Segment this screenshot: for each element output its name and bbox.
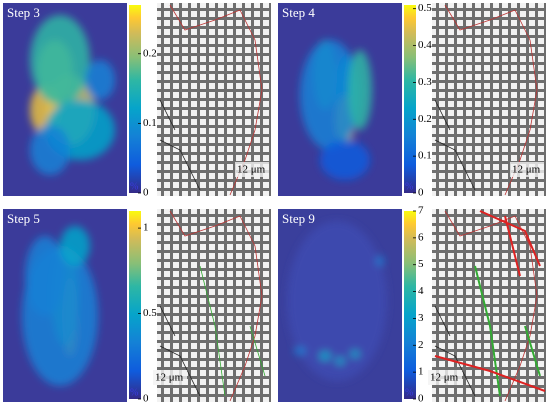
grain-boundary: [159, 305, 201, 397]
scale-bar-bg: [235, 162, 269, 177]
colorbar: [404, 5, 416, 193]
heatmap-blobs: [22, 226, 98, 386]
grain-boundary: [169, 210, 263, 402]
blob: [85, 60, 115, 100]
panel-label: Step 5: [7, 211, 40, 226]
colorbar-tick-label: 0.2: [143, 47, 157, 59]
panel: Step 5 0 0.5 1% 12 μm: [3, 209, 271, 405]
scale-bar-bg: [428, 370, 462, 385]
blob: [30, 15, 90, 105]
heatmap-blobs: [300, 40, 372, 180]
colorbar-tick-label: 0.3: [418, 76, 432, 88]
mesh-image: [157, 209, 271, 402]
blob: [348, 50, 372, 130]
colorbar: [129, 211, 141, 399]
grain-boundary: [434, 99, 476, 191]
colorbar-tick-label: 0.1: [143, 117, 157, 129]
panel-label: Step 9: [282, 211, 315, 226]
panel: Step 9 0 1 2 3 4 5 6 7% 12 μm: [278, 205, 546, 405]
grain-boundary: [444, 210, 538, 402]
blob: [60, 226, 90, 266]
blob: [294, 347, 306, 355]
scale-label: 12 μm: [512, 164, 541, 176]
grain-boundary: [159, 99, 201, 191]
scale-label: 12 μm: [237, 164, 266, 176]
colorbar-tick-label: 3: [418, 312, 424, 324]
scale-bar-bg: [153, 370, 187, 385]
colorbar-tick-label: 1: [143, 222, 149, 234]
blob: [319, 351, 331, 361]
colorbar-tick-label: 0.2: [418, 113, 432, 125]
grain-boundary: [434, 305, 476, 397]
colorbar-unit: %: [405, 181, 413, 192]
colorbar-tick-label: 0: [143, 187, 149, 199]
colorbar-tick-label: 2: [418, 339, 424, 351]
colorbar-tick-label: 0: [418, 187, 424, 199]
colorbar-tick-label: 1: [418, 366, 424, 378]
blob: [300, 40, 360, 150]
panel: Step 4 0 0.1 0.2 0.3 0.4 0.5% 12 μm: [278, 2, 546, 199]
grain-boundary: [434, 210, 546, 392]
grain-boundary: [169, 4, 263, 196]
colorbar-unit: %: [130, 387, 138, 398]
colorbar: [404, 211, 416, 399]
colorbar-tick-label: 5: [418, 258, 424, 270]
scale-bar-bg: [510, 162, 544, 177]
colorbar: [129, 5, 141, 193]
blob: [320, 140, 370, 180]
colorbar-tick-label: 7: [418, 205, 424, 217]
colorbar-tick-label: 0.4: [418, 39, 432, 51]
grain-boundary: [199, 265, 266, 397]
panel-label: Step 4: [282, 5, 315, 20]
colorbar-tick-label: 0.5: [418, 2, 432, 14]
blob: [22, 246, 98, 386]
blob: [350, 350, 360, 358]
panel-label: Step 3: [7, 5, 40, 20]
colorbar-tick-label: 0.1: [418, 150, 432, 162]
heatmap-blobs: [30, 15, 115, 175]
grain-boundary: [444, 4, 538, 196]
heatmap-blobs: [287, 221, 387, 381]
blob: [287, 221, 387, 381]
colorbar-tick-label: 4: [418, 285, 424, 297]
blob: [335, 357, 345, 365]
scale-label: 12 μm: [155, 372, 184, 384]
colorbar-tick-label: 0: [143, 393, 149, 405]
colorbar-unit: %: [130, 181, 138, 192]
panel: Step 3 0 0.1 0.2% 12 μm: [3, 3, 271, 199]
colorbar-tick-label: 0: [418, 393, 424, 405]
colorbar-unit: %: [405, 387, 413, 398]
colorbar-tick-label: 6: [418, 231, 424, 243]
blob: [376, 256, 384, 266]
scale-label: 12 μm: [430, 372, 459, 384]
blob: [30, 125, 70, 175]
colorbar-tick-label: 0.5: [143, 307, 157, 319]
